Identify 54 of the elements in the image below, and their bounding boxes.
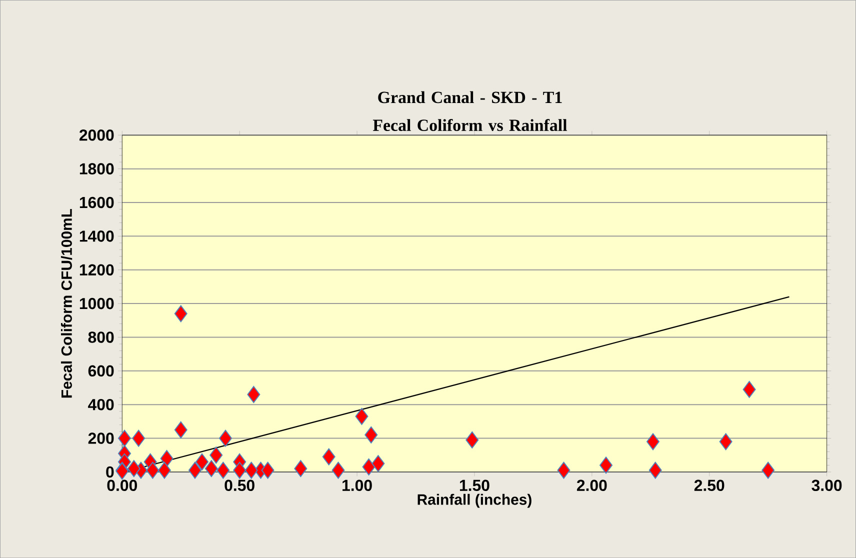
point xyxy=(196,453,209,470)
point xyxy=(372,454,385,472)
point xyxy=(247,386,260,403)
point xyxy=(261,462,274,479)
y-tick-label: 2000 xyxy=(79,129,114,141)
y-tick-label: 1800 xyxy=(80,163,114,174)
x-tick-label: 3.00 xyxy=(812,480,842,491)
y-tick-label: 1600 xyxy=(80,196,114,208)
point xyxy=(646,433,660,450)
point xyxy=(174,305,188,322)
point xyxy=(146,462,160,479)
point xyxy=(160,450,174,467)
point xyxy=(648,462,662,479)
x-tick-label: 2.00 xyxy=(576,480,607,491)
point xyxy=(132,430,146,447)
point xyxy=(210,446,223,464)
x-tick-label: 0.00 xyxy=(107,480,137,491)
y-tick-label: 200 xyxy=(88,432,114,444)
point xyxy=(355,408,368,425)
point xyxy=(294,460,308,478)
y-tick-label: 1400 xyxy=(80,230,114,242)
point xyxy=(557,462,570,479)
point xyxy=(364,426,378,444)
point xyxy=(762,462,775,479)
x-tick-label: 2.50 xyxy=(694,480,724,491)
y-tick-label: 800 xyxy=(88,332,114,343)
point xyxy=(322,448,336,466)
y-tick-label: 400 xyxy=(88,398,114,410)
x-tick-label: 0.50 xyxy=(224,480,254,491)
y-tick-label: 1200 xyxy=(80,264,114,276)
point xyxy=(158,462,171,479)
y-tick-label: 600 xyxy=(88,365,114,376)
y-axis-title: Fecal Coliform CFU/100mL xyxy=(60,208,72,398)
x-tick-label: 1.50 xyxy=(460,480,490,491)
point xyxy=(742,380,756,398)
point xyxy=(216,462,230,479)
point xyxy=(204,460,218,478)
x-axis-title: Rainfall (inches) xyxy=(418,494,532,508)
chart-title: Grand Canal - SKD - T1 Fecal Coliform vs Rainfall xyxy=(372,91,568,131)
point xyxy=(118,430,131,447)
point xyxy=(233,462,246,479)
y-tick-label: 1000 xyxy=(80,298,114,310)
point xyxy=(219,430,232,447)
point xyxy=(174,421,188,438)
point xyxy=(332,462,345,479)
y-tick-label: 0 xyxy=(106,466,114,478)
point xyxy=(244,462,258,479)
point xyxy=(362,458,376,476)
point xyxy=(600,456,613,474)
point xyxy=(127,460,140,478)
point xyxy=(188,462,202,479)
point xyxy=(466,431,479,448)
point xyxy=(719,433,732,450)
x-tick-label: 1.00 xyxy=(342,480,372,491)
